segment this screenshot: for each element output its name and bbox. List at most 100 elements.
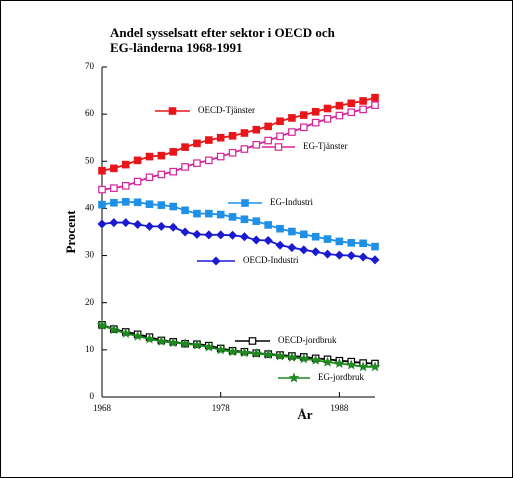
marker [181,206,189,215]
chart-title: EG-länderna 1968-1991 [110,40,243,55]
marker [311,247,321,257]
marker [335,101,344,110]
marker [262,348,274,360]
marker [205,209,213,218]
legend-marker [274,143,283,151]
marker [108,323,120,335]
marker [371,93,379,102]
marker [97,219,107,229]
marker [299,230,308,239]
marker [193,159,201,167]
marker [359,239,367,248]
x-tick-label: 1988 [330,403,349,413]
marker [120,327,132,338]
marker [275,240,285,250]
marker [144,221,154,231]
legend-label: OECD-Tjänster [198,105,255,115]
y-tick-label: 10 [85,344,95,354]
marker [228,149,237,157]
marker [370,255,380,265]
marker [264,136,272,145]
marker [167,337,179,348]
marker [323,104,332,113]
legend-marker [248,337,257,345]
marker [252,140,261,149]
legend-label: EG-jordbruk [318,372,364,382]
marker [204,230,214,240]
y-tick-label: 40 [85,202,95,212]
marker [276,117,284,126]
marker [288,227,296,236]
marker [121,182,130,190]
marker [157,201,166,209]
marker [98,200,106,209]
marker [157,170,166,179]
marker [180,227,190,237]
marker [345,359,357,370]
marker [299,111,308,119]
marker [169,167,178,176]
y-axis-label: Procent [63,210,78,254]
marker [110,164,118,173]
marker [240,129,249,137]
marker [179,338,191,349]
marker [311,118,320,127]
y-tick-label: 30 [85,250,95,260]
marker [228,213,237,221]
marker [347,99,356,108]
marker [311,232,320,241]
marker [216,210,225,219]
marker [228,132,237,140]
marker [145,173,154,182]
marker [264,221,272,229]
marker [181,163,189,171]
marker [288,128,296,136]
legend-label: EG-Tjänster [303,141,347,151]
marker [299,245,309,255]
marker [310,354,321,365]
x-tick-label: 1978 [212,403,231,413]
marker [169,148,178,156]
marker [98,166,106,175]
marker [334,250,344,260]
marker [323,235,332,243]
marker [288,114,296,122]
marker [228,230,238,240]
marker [205,156,213,165]
marker [264,122,272,131]
marker [358,252,368,262]
marker [145,200,154,208]
marker [216,152,225,161]
marker [371,101,379,109]
marker [109,218,119,228]
legend-marker [241,199,249,207]
y-tick-label: 20 [85,297,95,307]
marker [240,215,249,224]
marker [276,132,284,141]
marker [203,341,215,352]
marker [252,125,261,134]
marker [369,361,381,372]
marker [168,222,178,232]
marker [298,353,310,364]
marker [216,133,225,142]
legend-label: OECD-jordbruk [278,335,337,345]
marker [156,335,167,346]
marker [110,198,118,207]
marker [98,185,106,194]
marker [132,330,143,341]
marker [215,344,227,355]
marker [156,221,166,231]
marker [346,251,356,261]
marker [251,235,261,245]
marker [193,209,201,218]
marker [252,217,261,225]
marker [181,143,189,151]
marker [322,356,333,367]
legend-marker [211,256,221,266]
marker [121,160,130,169]
marker [287,243,297,253]
marker [335,237,344,246]
marker [250,348,262,359]
